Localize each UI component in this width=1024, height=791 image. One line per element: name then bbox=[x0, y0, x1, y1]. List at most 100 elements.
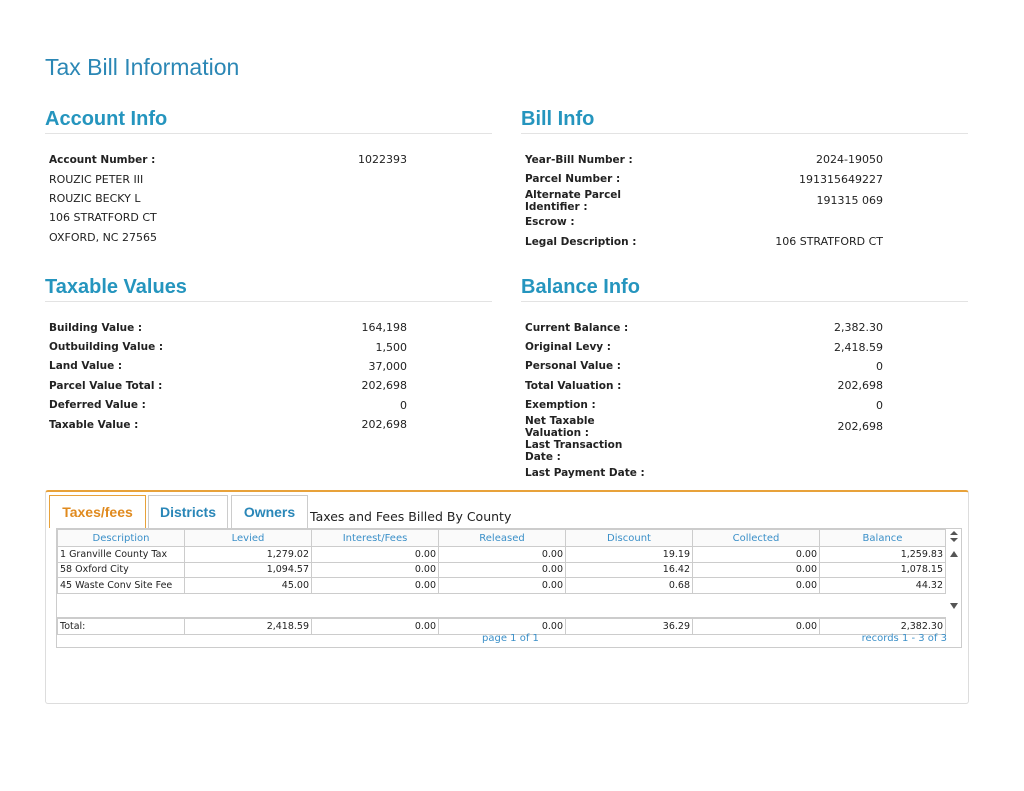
section-body: Current Balance : 2,382.30 Original Levy :… bbox=[521, 318, 968, 482]
field-value: 202,698 bbox=[837, 379, 884, 393]
table-row: 1 Granville County Tax 1,279.02 0.00 0.00 19… bbox=[57, 546, 946, 563]
total-table: Total: 2,418.59 0.00 0.00 36.29 0.00 2,382.30 bbox=[57, 617, 946, 635]
address-line: ROUZIC PETER III bbox=[49, 172, 144, 186]
field-value: 2024-19050 bbox=[816, 153, 883, 167]
field-label: Personal Value : bbox=[525, 360, 621, 373]
table-cell: 1,094.57 bbox=[184, 561, 312, 578]
table-cell: 19.19 bbox=[565, 546, 693, 563]
table-cell: 45 Waste Conv Site Fee bbox=[57, 577, 185, 594]
field-value: 106 STRATFORD CT bbox=[775, 235, 883, 249]
fees-table: Description Levied Interest/Fees Released Di… bbox=[57, 529, 946, 594]
field-label: Total Valuation : bbox=[525, 379, 622, 392]
info-row: Personal Value : 0 bbox=[521, 357, 968, 376]
info-row: Legal Description : 106 STRATFORD CT bbox=[521, 232, 968, 251]
table-cell: 0.00 bbox=[692, 577, 820, 594]
field-label: Escrow : bbox=[525, 216, 575, 229]
total-cell: 0.00 bbox=[311, 617, 439, 635]
field-value: 202,698 bbox=[837, 420, 884, 434]
field-label: Last Transaction Date : bbox=[525, 438, 623, 463]
column-header[interactable]: Levied bbox=[184, 529, 312, 547]
field-value: 0 bbox=[876, 359, 883, 373]
table-cell: 0.00 bbox=[311, 577, 439, 594]
field-label: Taxable Value : bbox=[49, 418, 139, 431]
field-label: Net Taxable Valuation : bbox=[525, 414, 595, 439]
field-label: Parcel Value Total : bbox=[49, 379, 163, 392]
column-header[interactable]: Released bbox=[438, 529, 566, 547]
field-value: 202,698 bbox=[361, 418, 408, 432]
grid: Description Levied Interest/Fees Released Di… bbox=[56, 528, 962, 648]
total-cell: 0.00 bbox=[692, 617, 820, 635]
table-cell: 44.32 bbox=[819, 577, 946, 594]
info-row: Total Valuation : 202,698 bbox=[521, 376, 968, 395]
section: Account Info Account Number : 1022393 ROUZI… bbox=[45, 108, 492, 247]
table-cell: 0.68 bbox=[565, 577, 693, 594]
info-row: Parcel Value Total : 202,698 bbox=[45, 376, 492, 395]
field-value: 191315649227 bbox=[799, 172, 883, 186]
info-row: Outbuilding Value : 1,500 bbox=[45, 337, 492, 356]
records-count: records 1 - 3 of 3 bbox=[861, 633, 947, 644]
field-label: Parcel Number : bbox=[525, 173, 621, 186]
table-cell: 1 Granville County Tax bbox=[57, 546, 185, 563]
info-row: Alternate Parcel Identifier : 191315 069 bbox=[521, 189, 968, 213]
column-header[interactable]: Balance bbox=[819, 529, 946, 547]
table-cell: 0.00 bbox=[438, 546, 566, 563]
column-header[interactable]: Discount bbox=[565, 529, 693, 547]
table-cell: 1,259.83 bbox=[819, 546, 946, 563]
column-header[interactable]: Collected bbox=[692, 529, 820, 547]
field-label: Outbuilding Value : bbox=[49, 341, 164, 354]
total-cell: 2,418.59 bbox=[184, 617, 312, 635]
table-cell: 1,078.15 bbox=[819, 561, 946, 578]
field-value: 0 bbox=[876, 398, 883, 412]
section-body: Account Number : 1022393 ROUZIC PETER III R… bbox=[45, 150, 492, 247]
table-cell: 0.00 bbox=[311, 561, 439, 578]
field-value: 164,198 bbox=[361, 321, 408, 335]
address-line: ROUZIC BECKY L bbox=[49, 191, 141, 205]
info-row: Taxable Value : 202,698 bbox=[45, 415, 492, 434]
table-cell: 58 Oxford City bbox=[57, 561, 185, 578]
field-label: Last Payment Date : bbox=[525, 466, 645, 479]
info-row: Original Levy : 2,418.59 bbox=[521, 337, 968, 356]
field-label: Deferred Value : bbox=[49, 399, 146, 412]
field-value: 1022393 bbox=[358, 153, 407, 167]
info-row: Parcel Number : 191315649227 bbox=[521, 169, 968, 188]
field-value: 2,382.30 bbox=[834, 321, 883, 335]
info-row: Exemption : 0 bbox=[521, 396, 968, 415]
info-row: Deferred Value : 0 bbox=[45, 396, 492, 415]
scrollbar[interactable] bbox=[947, 529, 961, 619]
table-cell: 16.42 bbox=[565, 561, 693, 578]
info-row: Land Value : 37,000 bbox=[45, 357, 492, 376]
tax-panel: Taxes and Fees Billed By County Descript… bbox=[45, 490, 969, 704]
field-label: Alternate Parcel Identifier : bbox=[525, 188, 622, 213]
address-row: 106 STRATFORD CT bbox=[45, 208, 492, 227]
total-cell: 2,382.30 bbox=[819, 617, 946, 635]
section: Bill Info Year-Bill Number : 2024-19050 Par… bbox=[521, 108, 968, 252]
info-row: Building Value : 164,198 bbox=[45, 318, 492, 337]
info-row: Net Taxable Valuation : 202,698 bbox=[521, 415, 968, 439]
info-row: Account Number : 1022393 bbox=[45, 150, 492, 169]
table-cell: 0.00 bbox=[438, 577, 566, 594]
table-cell: 45.00 bbox=[184, 577, 312, 594]
section-heading: Taxable Values bbox=[45, 276, 492, 302]
table-row: 45 Waste Conv Site Fee 45.00 0.00 0.00 0.68 0… bbox=[57, 577, 946, 594]
field-value: 1,500 bbox=[375, 340, 408, 354]
section-body: Year-Bill Number : 2024-19050 Parcel Numbe… bbox=[521, 150, 968, 252]
field-value: 2,418.59 bbox=[834, 340, 883, 354]
table-cell: 0.00 bbox=[692, 546, 820, 563]
tab[interactable]: Districts bbox=[148, 495, 228, 528]
table-cell: 1,279.02 bbox=[184, 546, 312, 563]
field-label: Year-Bill Number : bbox=[525, 153, 633, 166]
info-row: Current Balance : 2,382.30 bbox=[521, 318, 968, 337]
pager: page 1 of 1 bbox=[482, 633, 539, 644]
tab[interactable]: Taxes/fees bbox=[49, 495, 146, 528]
total-cell: Total: bbox=[57, 617, 185, 635]
address-row: ROUZIC BECKY L bbox=[45, 189, 492, 208]
section: Taxable Values Building Value : 164,198 Out… bbox=[45, 276, 492, 434]
column-header[interactable]: Interest/Fees bbox=[311, 529, 439, 547]
column-header[interactable]: Description bbox=[57, 529, 185, 547]
info-row: Year-Bill Number : 2024-19050 bbox=[521, 150, 968, 169]
field-label: Current Balance : bbox=[525, 321, 629, 334]
tab[interactable]: Owners bbox=[231, 495, 308, 528]
field-value: 37,000 bbox=[368, 359, 408, 373]
table-cell: 0.00 bbox=[692, 561, 820, 578]
total-cell: 36.29 bbox=[565, 617, 693, 635]
